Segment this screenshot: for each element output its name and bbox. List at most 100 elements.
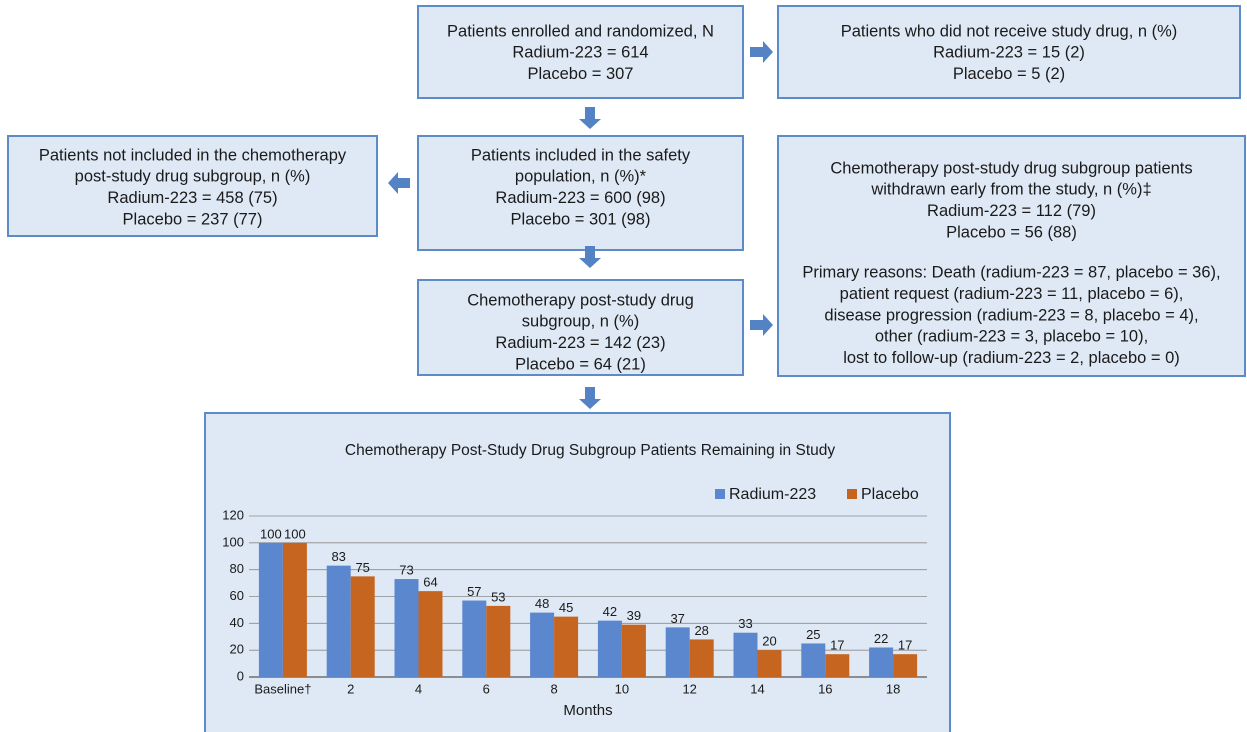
y-tick-label: 80 [230,561,244,576]
bar [530,612,555,677]
bar [689,639,714,677]
data-label: 57 [467,584,481,599]
data-label: 64 [423,575,437,590]
bar [418,591,443,677]
y-tick-label: 60 [230,588,244,603]
node-text: Placebo = 307 [528,65,634,83]
bar [350,576,375,677]
data-label: 48 [535,596,549,611]
data-label: 28 [694,623,708,638]
y-tick-label: 20 [230,642,244,657]
node-text: lost to follow-up (radium-223 = 2, place… [843,349,1180,367]
y-tick-label: 40 [230,615,244,630]
node-text: Radium-223 = 600 (98) [495,189,665,207]
node-text: other (radium-223 = 3, placebo = 10), [875,328,1148,346]
bar [394,579,419,677]
bar [597,620,622,677]
data-label: 73 [399,562,413,577]
data-label: 37 [670,611,684,626]
y-tick-label: 100 [222,534,244,549]
node-text: Radium-223 = 458 (75) [107,189,277,207]
chart-title: Chemotherapy Post-Study Drug Subgroup Pa… [345,442,835,459]
bar [282,542,307,677]
bar [554,616,579,677]
bar [825,654,850,677]
node-text: Patients not included in the chemotherap… [39,146,347,164]
node-text: Radium-223 = 614 [512,44,648,62]
node-text: Radium-223 = 142 (23) [495,334,665,352]
bar [665,627,690,677]
data-label: 22 [874,631,888,646]
node-text: Radium-223 = 15 (2) [933,44,1085,62]
x-tick-label: 18 [886,681,900,696]
arrow [750,314,773,336]
y-tick-label: 120 [222,507,244,522]
data-label: 100 [260,526,282,541]
bar [757,650,782,677]
bar [462,600,487,677]
data-label: 39 [627,608,641,623]
data-label: 45 [559,600,573,615]
node-text: withdrawn early from the study, n (%)‡ [870,181,1151,199]
x-tick-label: 8 [550,681,557,696]
flow-box [7,135,378,237]
x-tick-label: 16 [818,681,832,696]
data-label: 100 [284,526,306,541]
node-text: Patients enrolled and randomized, N [447,22,714,40]
node-text: subgroup, n (%) [522,313,639,331]
node-text: disease progression (radium-223 = 8, pla… [824,306,1198,324]
node-text: Primary reasons: Death (radium-223 = 87,… [802,264,1220,282]
flow-box [417,5,744,99]
flow-box [777,5,1241,99]
node-text: Placebo = 237 (77) [123,210,263,228]
arrow [579,246,601,268]
bar [326,565,351,677]
x-tick-label: Baseline† [254,681,311,696]
x-axis-label: Months [563,702,612,719]
chart-panel [204,412,951,732]
node-text: patient request (radium-223 = 11, placeb… [840,285,1184,303]
bar [893,654,918,677]
node-text: population, n (%)* [515,168,647,186]
data-label: 17 [898,638,912,653]
data-label: 25 [806,627,820,642]
node-text: Placebo = 64 (21) [515,355,646,373]
bar [733,632,758,677]
x-tick-label: 14 [750,681,764,696]
y-tick-label: 0 [237,668,244,683]
node-text: Placebo = 301 (98) [511,210,651,228]
x-tick-label: 10 [615,681,629,696]
legend-swatch [715,489,725,499]
bar [869,647,894,677]
data-label: 42 [603,604,617,619]
data-label: 33 [738,616,752,631]
bar [486,605,511,677]
node-text: Chemotherapy post-study drug [467,291,694,309]
legend-label: Radium-223 [729,486,816,503]
data-label: 83 [331,549,345,564]
data-label: 20 [762,634,776,649]
node-text: Placebo = 5 (2) [953,65,1065,83]
x-tick-label: 4 [415,681,422,696]
bar [258,542,283,677]
flow-box [417,279,744,376]
arrow [388,172,410,194]
flow-box [777,135,1246,377]
node-text: Placebo = 56 (88) [946,223,1077,241]
bar [621,624,646,677]
arrow [750,41,773,63]
x-tick-label: 6 [483,681,490,696]
bar [801,643,826,677]
node-text: Patients who did not receive study drug,… [841,22,1178,40]
node-text: Radium-223 = 112 (79) [927,202,1096,220]
x-tick-label: 2 [347,681,354,696]
legend-swatch [847,489,857,499]
arrow [579,107,601,129]
flow-box [417,135,744,251]
node-text: Chemotherapy post-study drug subgroup pa… [830,159,1192,177]
node-text: post-study drug subgroup, n (%) [75,168,311,186]
legend-label: Placebo [861,486,919,503]
data-label: 17 [830,638,844,653]
